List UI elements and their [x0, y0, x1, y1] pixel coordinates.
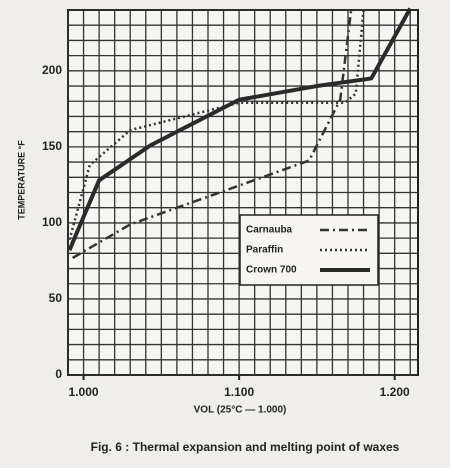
legend-label: Crown 700: [246, 265, 297, 276]
y-tick-label: 150: [42, 139, 62, 153]
line: [72, 9, 353, 259]
chart-title: Fig. 6 : Thermal expansion and melting p…: [91, 440, 400, 454]
x-tick-label: 1.200: [380, 385, 410, 399]
x-axis-label: VOL (25°C — 1.000): [194, 405, 287, 416]
y-tick-label: 100: [42, 215, 62, 229]
legend-label: Paraffin: [246, 245, 283, 256]
y-tick-label: 200: [42, 63, 62, 77]
legend-label: Carnauba: [246, 225, 293, 236]
x-tick-label: 1.000: [69, 385, 99, 399]
y-tick-label: 50: [49, 291, 63, 305]
y-tick-label: 0: [55, 367, 62, 381]
y-axis-label: TEMPERATURE °F: [16, 140, 26, 220]
x-tick-label: 1.100: [224, 385, 254, 399]
line: [67, 7, 412, 252]
